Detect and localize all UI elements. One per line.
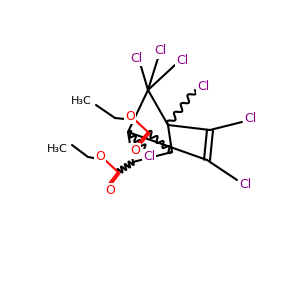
- Text: Cl: Cl: [176, 55, 188, 68]
- Text: Cl: Cl: [143, 151, 155, 164]
- Text: O: O: [130, 145, 140, 158]
- Text: Cl: Cl: [244, 112, 256, 125]
- Text: Cl: Cl: [130, 52, 142, 64]
- Text: H₃C: H₃C: [47, 144, 68, 154]
- Text: O: O: [95, 149, 105, 163]
- Text: Cl: Cl: [239, 178, 251, 190]
- Text: O: O: [105, 184, 115, 197]
- Text: Cl: Cl: [154, 44, 166, 58]
- Text: Cl: Cl: [197, 80, 209, 92]
- Text: H₃C: H₃C: [71, 96, 92, 106]
- Text: O: O: [125, 110, 135, 122]
